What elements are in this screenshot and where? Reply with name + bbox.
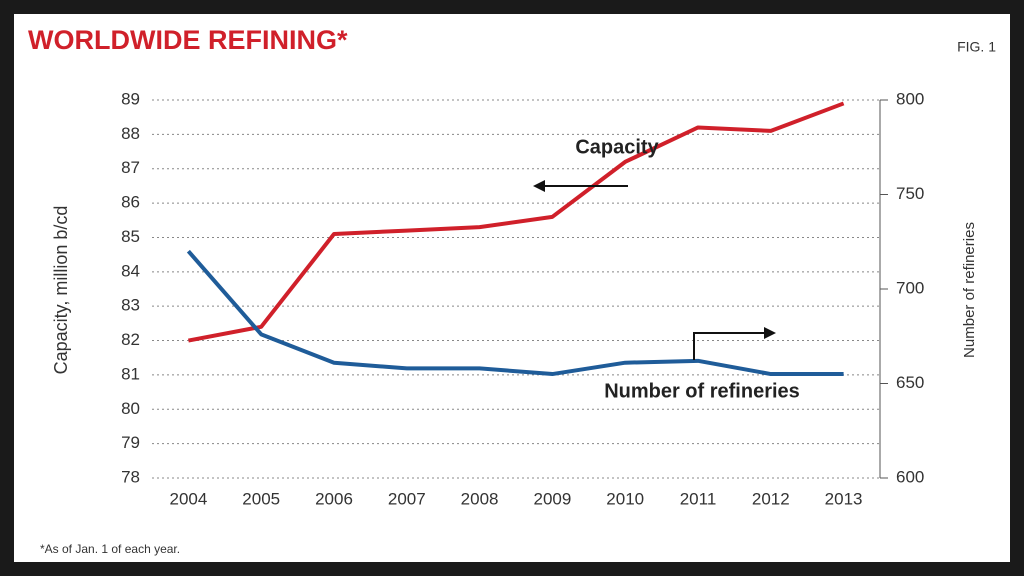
y2-tick-label: 650	[896, 373, 924, 392]
y-tick-label: 81	[121, 364, 140, 383]
y-tick-label: 82	[121, 330, 140, 349]
y-tick-label: 88	[121, 124, 140, 143]
arrow-head	[533, 180, 545, 192]
y-tick-label: 83	[121, 296, 140, 315]
series-line	[186, 249, 844, 377]
y2-axis-label: Number of refineries	[961, 222, 978, 358]
y-tick-label: 86	[121, 193, 140, 212]
x-tick-label: 2010	[606, 489, 644, 508]
x-tick-label: 2004	[169, 489, 207, 508]
x-tick-label: 2007	[388, 489, 426, 508]
series-line	[188, 101, 845, 343]
y-tick-label: 87	[121, 158, 140, 177]
y-tick-label: 89	[121, 89, 140, 108]
arrow-head	[764, 327, 776, 339]
x-tick-label: 2008	[461, 489, 499, 508]
x-tick-label: 2013	[825, 489, 863, 508]
y-tick-label: 85	[121, 227, 140, 246]
y2-tick-label: 750	[896, 184, 924, 203]
fig-label: FIG. 1	[957, 39, 996, 55]
x-tick-label: 2005	[242, 489, 280, 508]
y2-tick-label: 700	[896, 278, 924, 297]
footnote: *As of Jan. 1 of each year.	[40, 542, 180, 556]
x-tick-label: 2006	[315, 489, 353, 508]
series-label: Capacity	[575, 136, 659, 158]
y-tick-label: 78	[121, 467, 140, 486]
y2-tick-label: 600	[896, 467, 924, 486]
y-tick-label: 84	[121, 261, 140, 280]
chart-title: WORLDWIDE REFINING*	[28, 25, 348, 55]
y-tick-label: 80	[121, 399, 140, 418]
chart-background	[14, 14, 1010, 562]
series-label: Number of refineries	[604, 380, 800, 402]
y2-tick-label: 800	[896, 89, 924, 108]
y-axis-label: Capacity, million b/cd	[51, 206, 71, 375]
x-tick-label: 2012	[752, 489, 790, 508]
y-tick-label: 79	[121, 433, 140, 452]
x-tick-label: 2011	[680, 489, 717, 508]
arrow	[693, 332, 768, 360]
x-tick-label: 2009	[533, 489, 571, 508]
